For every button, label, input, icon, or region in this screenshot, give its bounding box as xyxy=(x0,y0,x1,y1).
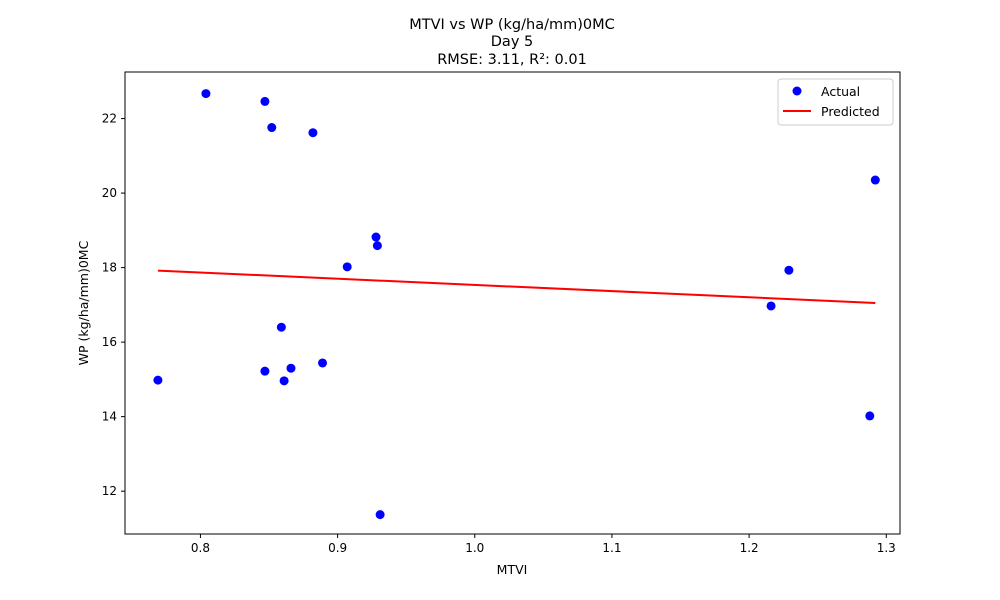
y-axis-label: WP (kg/ha/mm)0MC xyxy=(76,240,91,365)
actual-data-point xyxy=(784,265,794,275)
y-tick-label: 16 xyxy=(102,335,117,349)
x-tick-label: 1.3 xyxy=(877,541,896,555)
actual-data-point xyxy=(279,376,289,386)
x-tick-label: 0.8 xyxy=(191,541,210,555)
predicted-line xyxy=(157,269,876,304)
actual-data-point xyxy=(286,363,296,373)
x-axis-label: MTVI xyxy=(497,562,528,577)
y-tick-label: 14 xyxy=(102,410,117,424)
legend-marker-actual xyxy=(792,86,802,96)
actual-data-point xyxy=(153,375,163,385)
x-tick-label: 1.2 xyxy=(740,541,759,555)
legend-box xyxy=(777,78,894,126)
x-tick-label: 1.0 xyxy=(465,541,484,555)
chart-title-line-1: MTVI vs WP (kg/ha/mm)0MC xyxy=(409,17,614,33)
actual-data-point xyxy=(371,232,381,242)
chart-title-line-3: RMSE: 3.11, R²: 0.01 xyxy=(437,52,587,68)
series-layer xyxy=(153,89,880,520)
x-axis-ticks: 0.8 0.9 1.0 1.1 1.2 1.3 xyxy=(191,534,896,555)
y-tick-label: 20 xyxy=(102,186,117,200)
actual-data-point xyxy=(267,123,277,133)
actual-data-point xyxy=(260,96,270,106)
actual-data-point xyxy=(766,301,776,311)
y-axis-ticks: 12 14 16 18 20 22 xyxy=(102,112,125,498)
actual-data-point xyxy=(870,175,880,185)
legend: Actual Predicted xyxy=(777,78,894,126)
legend-label-predicted: Predicted xyxy=(821,104,880,119)
y-tick-label: 18 xyxy=(102,261,117,275)
plot-area-frame xyxy=(124,71,901,535)
x-tick-label: 1.1 xyxy=(602,541,621,555)
chart-title-line-2: Day 5 xyxy=(491,34,533,50)
actual-data-point xyxy=(276,322,286,332)
y-tick-label: 12 xyxy=(102,484,117,498)
x-tick-label: 0.9 xyxy=(328,541,347,555)
actual-data-point xyxy=(342,262,352,272)
actual-data-point xyxy=(318,358,328,368)
actual-data-point xyxy=(260,366,270,376)
legend-label-actual: Actual xyxy=(821,84,860,99)
actual-data-point xyxy=(372,241,382,251)
actual-data-point xyxy=(375,510,385,520)
actual-data-point xyxy=(865,411,875,421)
y-tick-label: 22 xyxy=(102,112,117,126)
actual-data-point xyxy=(308,128,318,138)
chart-title: MTVI vs WP (kg/ha/mm)0MC Day 5 RMSE: 3.1… xyxy=(409,17,614,68)
actual-data-point xyxy=(201,89,211,99)
